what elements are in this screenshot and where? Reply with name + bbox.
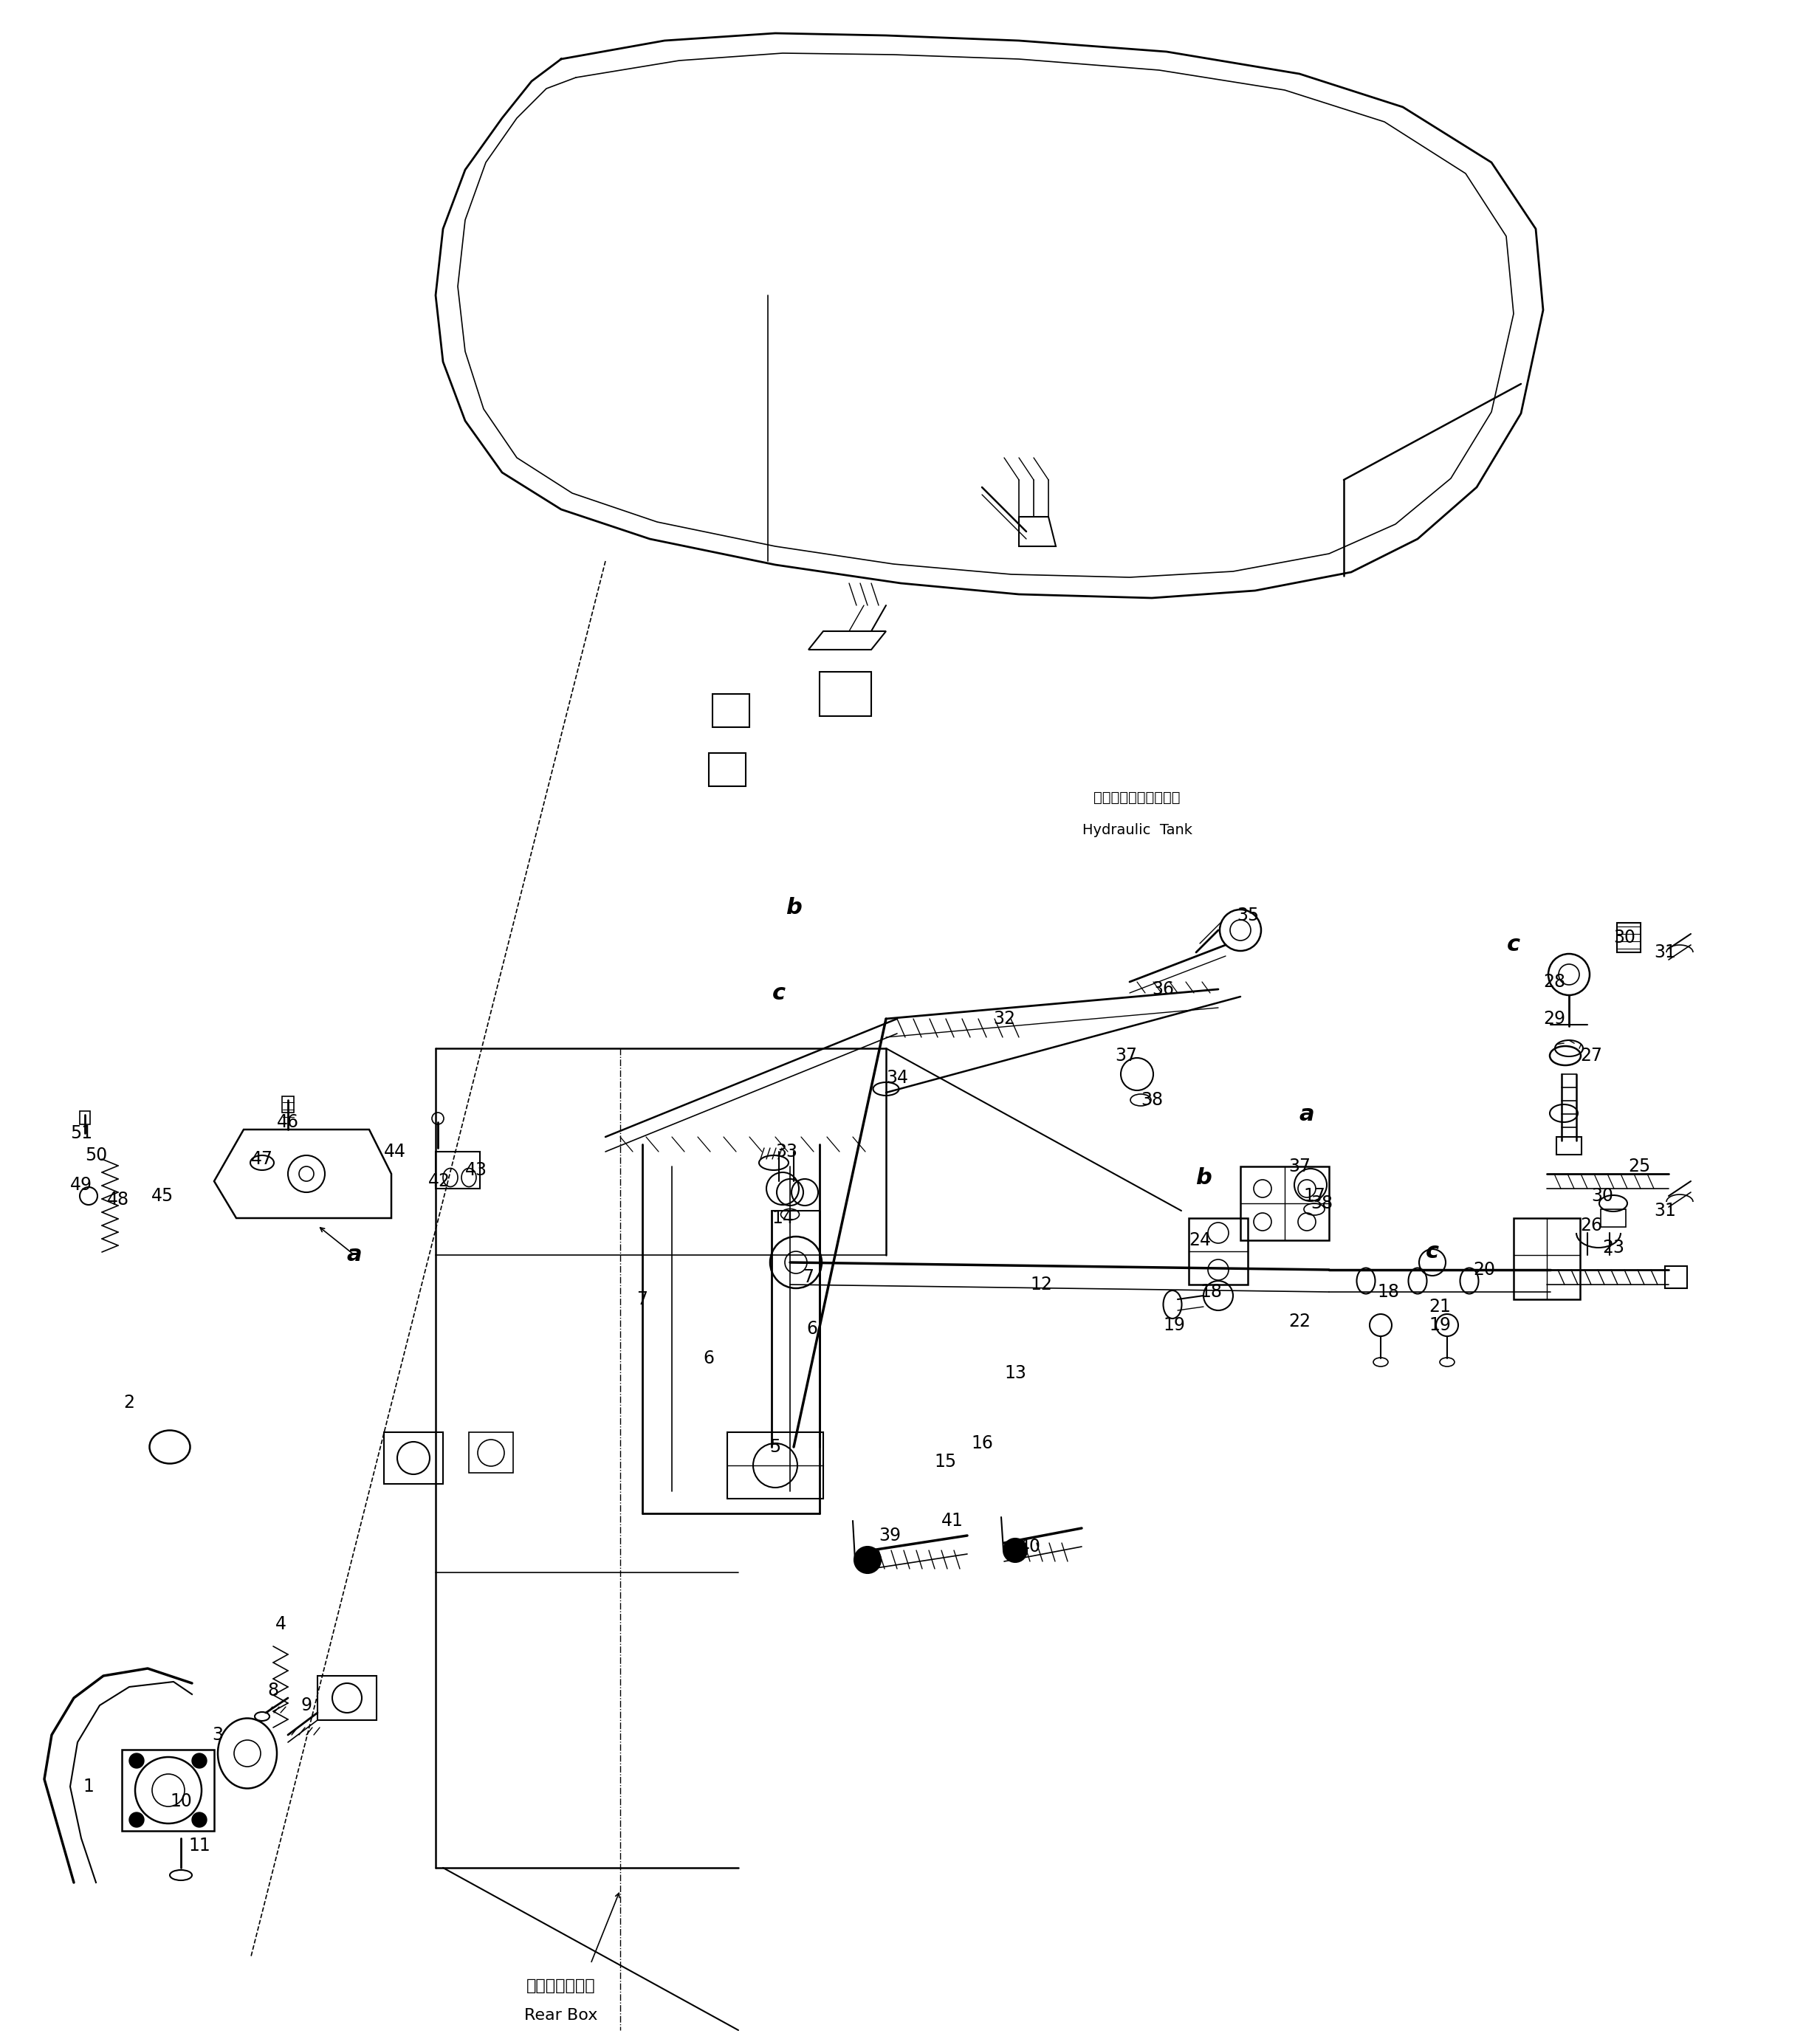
Text: 11: 11 <box>187 1836 211 1854</box>
Text: 17: 17 <box>1303 1186 1325 1205</box>
Text: 26: 26 <box>1580 1217 1602 1233</box>
Text: 30: 30 <box>1613 929 1636 945</box>
Text: 1: 1 <box>84 1779 95 1795</box>
Text: 47: 47 <box>251 1150 273 1168</box>
Text: 13: 13 <box>1005 1364 1026 1382</box>
Text: 22: 22 <box>1289 1313 1310 1329</box>
Bar <box>819 672 872 717</box>
Bar <box>1514 1219 1580 1299</box>
Text: 24: 24 <box>1188 1231 1210 1250</box>
Text: a: a <box>348 1244 362 1266</box>
Text: 48: 48 <box>107 1190 129 1209</box>
Text: 4: 4 <box>275 1615 286 1634</box>
Text: c: c <box>1507 935 1520 956</box>
Text: 31: 31 <box>1654 943 1676 962</box>
Bar <box>728 1431 823 1499</box>
Text: 44: 44 <box>384 1144 406 1160</box>
Text: 41: 41 <box>941 1511 963 1529</box>
Text: 18: 18 <box>1378 1282 1400 1301</box>
Text: 38: 38 <box>1141 1090 1163 1109</box>
Text: 33: 33 <box>775 1144 797 1160</box>
Text: 21: 21 <box>1429 1299 1451 1315</box>
Text: 27: 27 <box>1580 1048 1602 1064</box>
Text: 35: 35 <box>1236 907 1259 925</box>
Bar <box>80 1111 89 1125</box>
Text: 43: 43 <box>466 1162 488 1178</box>
Text: 5: 5 <box>770 1438 781 1456</box>
Circle shape <box>1003 1538 1026 1562</box>
Text: 28: 28 <box>1543 974 1565 990</box>
Text: 19: 19 <box>1429 1317 1451 1333</box>
Text: 6: 6 <box>703 1350 713 1368</box>
Text: 34: 34 <box>886 1068 908 1086</box>
Text: 51: 51 <box>71 1125 93 1141</box>
Bar <box>384 1431 442 1485</box>
Text: ハイドロリックタンク: ハイドロリックタンク <box>1094 790 1181 805</box>
Text: 3: 3 <box>213 1725 224 1744</box>
Text: 19: 19 <box>1163 1317 1185 1333</box>
Text: 16: 16 <box>970 1433 994 1452</box>
Text: 37: 37 <box>1116 1048 1138 1064</box>
Circle shape <box>854 1546 881 1572</box>
Text: 20: 20 <box>1472 1260 1496 1278</box>
Circle shape <box>129 1754 144 1768</box>
Bar <box>282 1097 293 1113</box>
Circle shape <box>191 1754 207 1768</box>
Text: 39: 39 <box>879 1527 901 1544</box>
Text: 2: 2 <box>124 1395 135 1411</box>
Text: 18: 18 <box>1199 1282 1221 1301</box>
Bar <box>1188 1219 1249 1284</box>
Text: b: b <box>1196 1166 1212 1188</box>
Text: b: b <box>786 896 803 919</box>
Text: 36: 36 <box>1152 980 1174 999</box>
Text: 32: 32 <box>994 1011 1016 1027</box>
Text: 23: 23 <box>1602 1239 1623 1256</box>
Bar <box>1616 923 1640 952</box>
Text: c: c <box>1425 1242 1440 1262</box>
Bar <box>712 694 750 727</box>
Text: リヤーボックス: リヤーボックス <box>526 1979 595 1993</box>
Bar <box>470 1431 513 1472</box>
Circle shape <box>191 1813 207 1828</box>
Text: 50: 50 <box>86 1146 107 1164</box>
Bar <box>1241 1166 1329 1239</box>
Text: 45: 45 <box>151 1186 173 1205</box>
Text: 6: 6 <box>806 1319 817 1338</box>
Text: a: a <box>1299 1105 1314 1125</box>
Text: 37: 37 <box>1289 1158 1310 1176</box>
Text: 10: 10 <box>169 1793 191 1809</box>
Text: 49: 49 <box>71 1176 93 1195</box>
Text: 15: 15 <box>934 1452 956 1470</box>
Text: 46: 46 <box>277 1113 298 1131</box>
Text: 25: 25 <box>1627 1158 1651 1176</box>
Text: 31: 31 <box>1654 1203 1676 1219</box>
Text: 42: 42 <box>428 1172 450 1190</box>
Text: 8: 8 <box>268 1683 278 1699</box>
Bar <box>435 1152 480 1188</box>
Text: 9: 9 <box>300 1697 311 1713</box>
Text: 14: 14 <box>772 1209 794 1227</box>
Text: c: c <box>772 982 786 1005</box>
Text: Hydraulic  Tank: Hydraulic Tank <box>1083 823 1192 837</box>
Bar <box>1556 1137 1582 1154</box>
Text: 7: 7 <box>637 1291 648 1309</box>
Text: 12: 12 <box>1030 1276 1052 1293</box>
Text: 38: 38 <box>1310 1195 1332 1213</box>
Bar <box>317 1676 377 1719</box>
Bar <box>1665 1266 1687 1289</box>
Bar <box>708 753 746 786</box>
Text: 40: 40 <box>1019 1538 1041 1556</box>
Text: 29: 29 <box>1543 1011 1565 1027</box>
Text: 7: 7 <box>803 1268 814 1286</box>
Bar <box>1602 1209 1625 1227</box>
Text: Rear Box: Rear Box <box>524 2007 597 2024</box>
Text: 30: 30 <box>1591 1186 1613 1205</box>
Circle shape <box>129 1813 144 1828</box>
